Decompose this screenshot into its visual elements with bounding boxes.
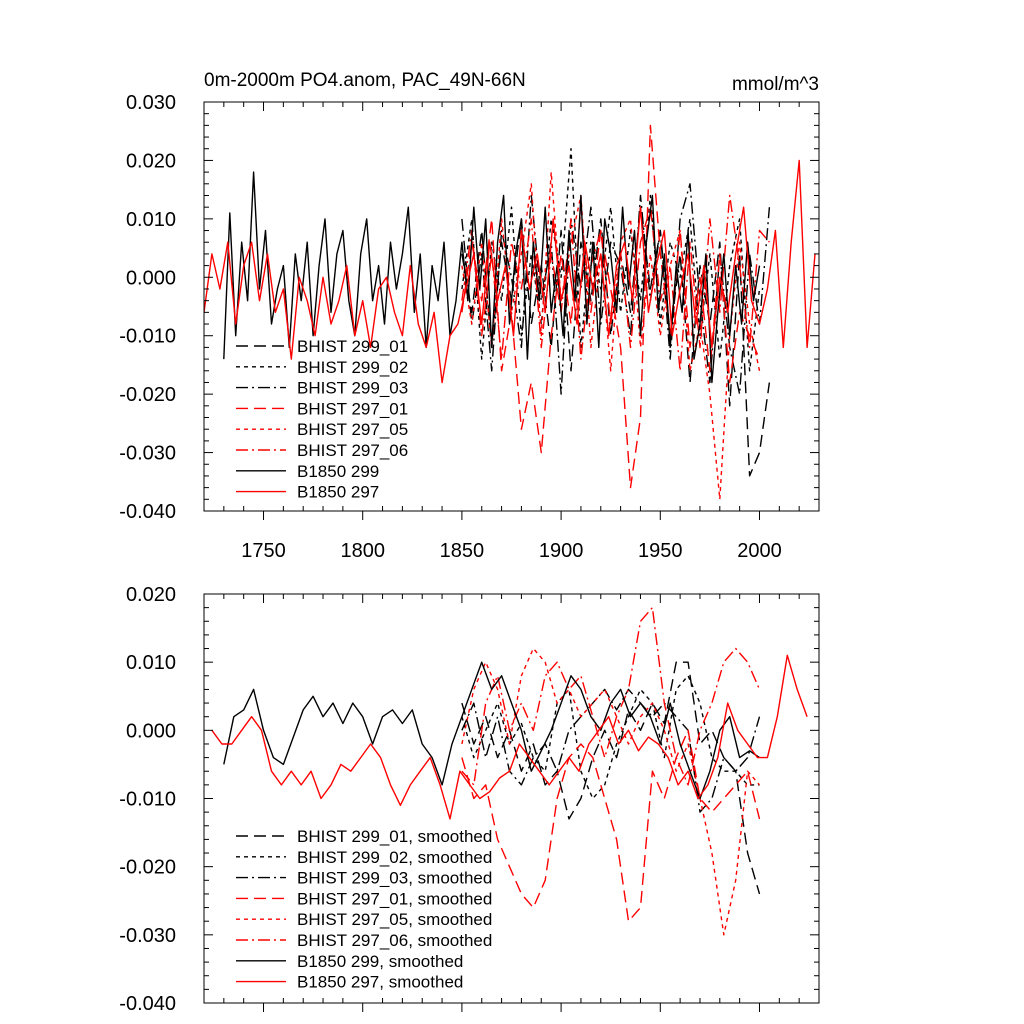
x-tick-label: 1950 — [638, 540, 683, 562]
legend-label: B1850 297 — [297, 483, 379, 502]
legend-label: BHIST 299_01 — [297, 337, 408, 356]
x-tick-label: 2000 — [737, 540, 782, 562]
legend-label: BHIST 297_06, smoothed — [297, 931, 492, 950]
series-line-3 — [461, 688, 761, 813]
legend-label: BHIST 299_02 — [297, 358, 408, 377]
series-line-1 — [461, 206, 771, 477]
y-tick-label: -0.040 — [119, 501, 176, 523]
y-tick-label: -0.010 — [119, 326, 176, 348]
y-tick-label: -0.010 — [119, 789, 176, 811]
y-tick-label: -0.020 — [119, 384, 176, 406]
chart-title: 0m-2000m PO4.anom, PAC_49N-66N — [204, 70, 526, 91]
legend-label: BHIST 299_03 — [297, 379, 408, 398]
panel-2: 0.020 0.010 0.000 -0.010 -0.020 -0.030 -0.040 B… — [119, 584, 820, 1015]
legend-label: B1850 299 — [297, 462, 379, 481]
y-tick-label: -0.040 — [119, 993, 176, 1015]
series-line-6 — [461, 606, 761, 786]
y-tick-label: 0.020 — [126, 584, 176, 606]
y-tick-label: 0.020 — [126, 150, 176, 172]
y-tick-label: 0.000 — [126, 267, 176, 289]
y-tick-label: 0.030 — [126, 92, 176, 114]
series-line-7 — [223, 661, 760, 800]
series-line-5 — [461, 171, 761, 500]
legend-label: BHIST 297_01 — [297, 399, 408, 418]
y-tick-label: -0.030 — [119, 443, 176, 465]
y-tick-label: 0.010 — [126, 652, 176, 674]
legend-label: BHIST 297_05, smoothed — [297, 910, 492, 929]
legend-label: BHIST 297_06 — [297, 441, 408, 460]
x-tick-label: 1900 — [539, 540, 584, 562]
series-group — [211, 606, 808, 936]
x-tick-label: 1800 — [340, 540, 385, 562]
legend-label: BHIST 299_03, smoothed — [297, 869, 492, 888]
series-line-4 — [461, 124, 761, 489]
x-tick-label: 1850 — [440, 540, 485, 562]
legend-label: B1850 299, smoothed — [297, 952, 463, 971]
legend-label: BHIST 299_02, smoothed — [297, 848, 492, 867]
y-tick-label: 0.000 — [126, 720, 176, 742]
legend-label: B1850 297, smoothed — [297, 973, 463, 992]
panel-1: 1750 1800 1850 1900 1950 2000 0.030 0.020 0.010 0… — [119, 70, 820, 562]
legend-label: BHIST 299_01, smoothed — [297, 827, 492, 846]
y-tick-label: -0.020 — [119, 857, 176, 879]
x-tick-label: 1750 — [241, 540, 286, 562]
series-line-4 — [461, 729, 761, 922]
series-line-8 — [211, 654, 808, 820]
legend-label: BHIST 297_01, smoothed — [297, 889, 492, 908]
legend-label: BHIST 297_05 — [297, 420, 408, 439]
units-label: mmol/m^3 — [732, 74, 819, 95]
legend: BHIST 299_01, smoothed BHIST 299_02, smoo… — [236, 827, 492, 992]
series-line-7 — [223, 171, 761, 384]
series-group — [204, 124, 816, 500]
y-tick-label: -0.030 — [119, 925, 176, 947]
series-line-1 — [461, 661, 761, 895]
series-line-2 — [461, 147, 761, 372]
y-tick-label: 0.010 — [126, 209, 176, 231]
plot-frame — [203, 101, 820, 512]
series-line-8 — [204, 159, 816, 384]
